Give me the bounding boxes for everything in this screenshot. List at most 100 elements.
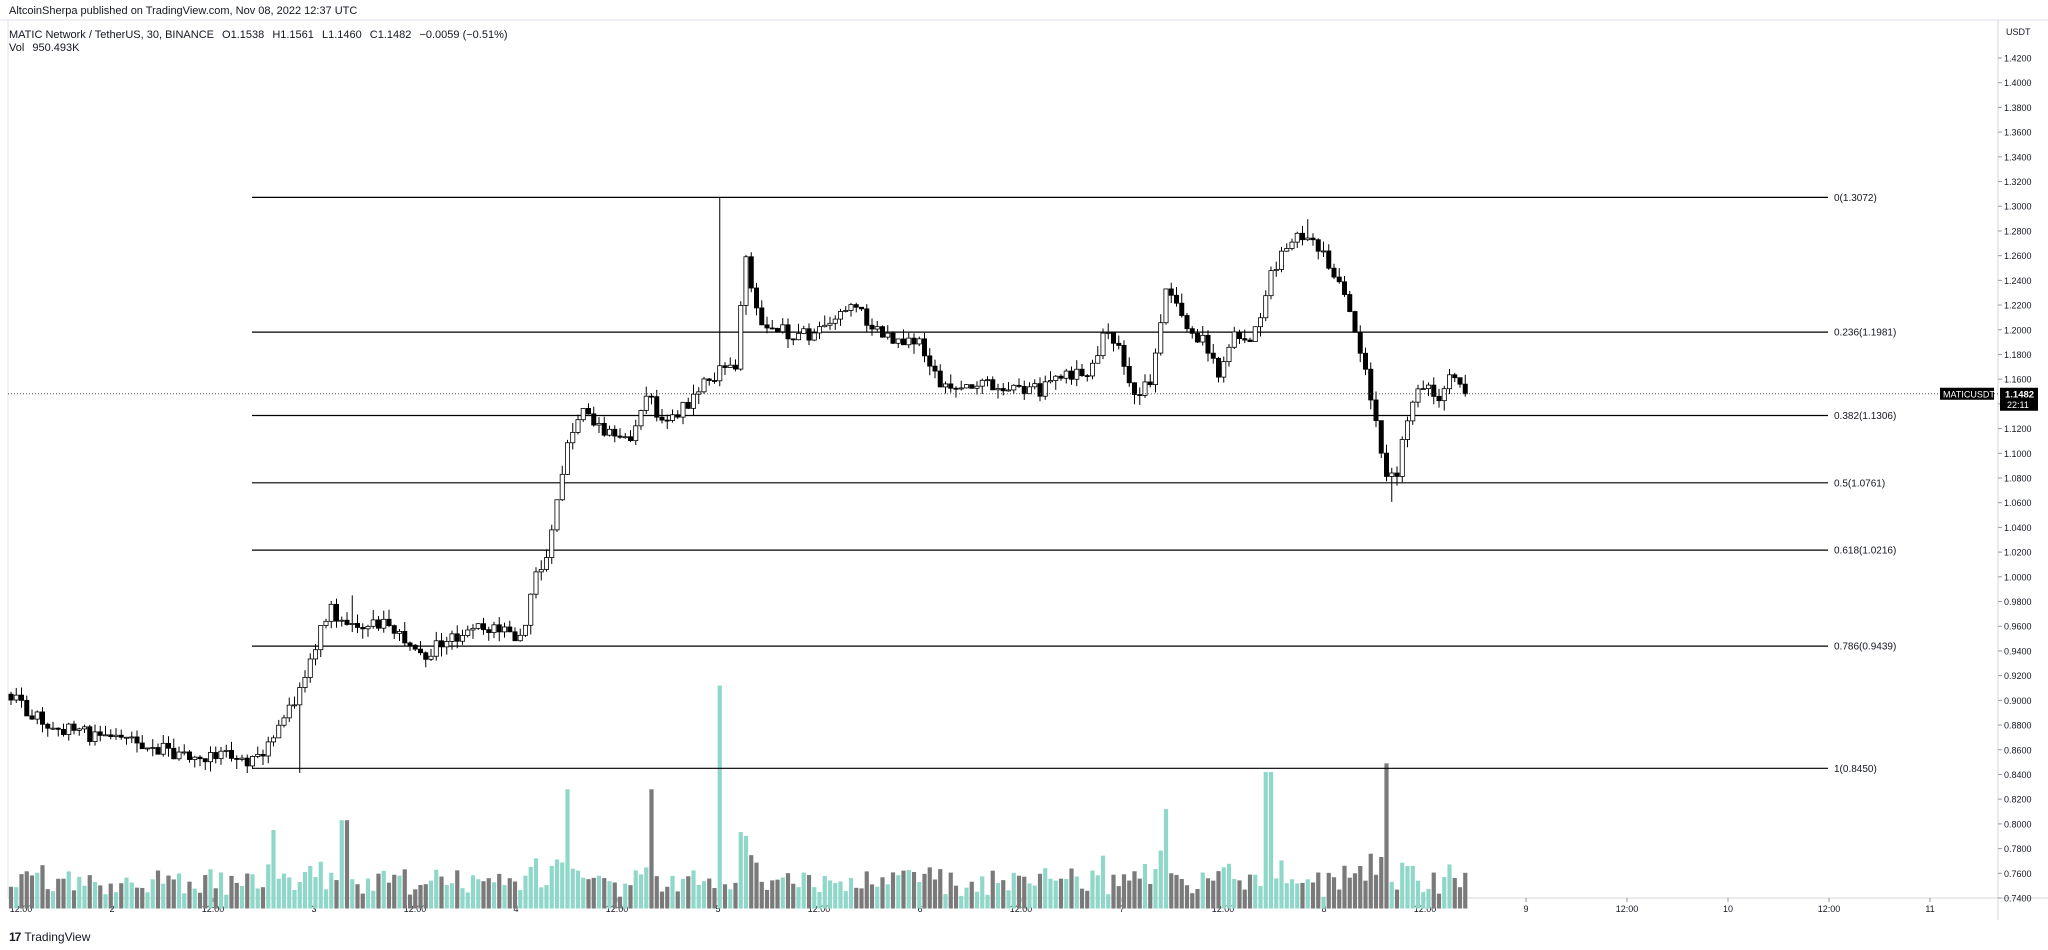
candle[interactable] [428, 648, 434, 662]
candle[interactable] [1079, 363, 1085, 377]
candle[interactable] [1174, 287, 1180, 307]
candle[interactable] [1142, 374, 1148, 398]
candle[interactable] [1231, 326, 1237, 349]
candle[interactable] [155, 743, 161, 755]
candle[interactable] [50, 721, 56, 730]
candle[interactable] [312, 643, 318, 666]
candle[interactable] [1153, 348, 1159, 393]
candle[interactable] [281, 714, 287, 728]
candle[interactable] [780, 318, 786, 334]
candle[interactable] [18, 687, 24, 708]
candle[interactable] [885, 325, 891, 340]
candle[interactable] [286, 697, 292, 723]
candle[interactable] [1063, 368, 1069, 384]
candle[interactable] [1021, 380, 1027, 400]
candle[interactable] [465, 625, 471, 638]
candle[interactable] [853, 302, 859, 313]
candle[interactable] [454, 625, 460, 649]
candle[interactable] [223, 744, 229, 758]
candle[interactable] [1090, 359, 1096, 380]
candle[interactable] [1310, 233, 1316, 246]
candle[interactable] [234, 755, 240, 770]
candle[interactable] [1200, 326, 1206, 346]
candle[interactable] [438, 633, 444, 657]
candle[interactable] [165, 736, 171, 757]
candle[interactable] [1331, 263, 1337, 280]
candle[interactable] [549, 524, 555, 564]
candle[interactable] [1321, 241, 1327, 257]
candle[interactable] [449, 630, 455, 650]
candle[interactable] [1121, 340, 1127, 375]
candle[interactable] [1352, 310, 1358, 333]
candle[interactable] [297, 682, 303, 773]
candle[interactable] [591, 406, 597, 427]
candle[interactable] [1279, 246, 1285, 273]
fib-retracement[interactable]: 0(1.3072) 0.236(1.1981) 0.382(1.1306) 0.5(1… [252, 193, 1896, 775]
candle[interactable] [1394, 466, 1400, 486]
candle[interactable] [1016, 378, 1022, 388]
candle[interactable] [554, 499, 560, 532]
candle[interactable] [1300, 225, 1306, 246]
candle[interactable] [1336, 268, 1342, 284]
candle[interactable] [607, 425, 613, 437]
candle[interactable] [1168, 282, 1174, 304]
candle[interactable] [1373, 391, 1379, 428]
candle[interactable] [176, 746, 182, 761]
candle[interactable] [160, 735, 166, 757]
candle[interactable] [1268, 266, 1274, 300]
candle[interactable] [1263, 290, 1269, 322]
candle[interactable] [990, 376, 996, 391]
candle[interactable] [24, 695, 30, 717]
candle[interactable] [144, 747, 150, 752]
candle[interactable] [1273, 261, 1279, 277]
candle[interactable] [13, 687, 19, 703]
candle[interactable] [1137, 387, 1143, 405]
candle[interactable] [307, 653, 313, 683]
candle[interactable] [874, 320, 880, 332]
candle[interactable] [1326, 244, 1332, 270]
candle[interactable] [1095, 346, 1101, 364]
candle[interactable] [1410, 400, 1416, 425]
candle[interactable] [186, 750, 192, 763]
candle[interactable] [1205, 330, 1211, 362]
candle[interactable] [265, 736, 271, 764]
candle[interactable] [638, 409, 644, 430]
candle[interactable] [1384, 444, 1390, 482]
candle[interactable] [55, 727, 61, 737]
candle[interactable] [1226, 344, 1232, 367]
candle[interactable] [643, 386, 649, 415]
candle[interactable] [1216, 356, 1222, 383]
candle[interactable] [1436, 388, 1442, 408]
candle[interactable] [680, 401, 686, 425]
candle[interactable] [916, 336, 922, 347]
candle[interactable] [1252, 326, 1258, 342]
candle[interactable] [1100, 328, 1106, 360]
candle[interactable] [344, 612, 350, 626]
candle[interactable] [118, 729, 124, 740]
candle[interactable] [995, 383, 1001, 399]
candle[interactable] [1032, 379, 1038, 390]
candle[interactable] [785, 318, 791, 348]
candle[interactable] [360, 623, 366, 639]
candle[interactable] [202, 758, 208, 770]
candle[interactable] [8, 691, 14, 706]
candle[interactable] [333, 598, 339, 628]
candle[interactable] [150, 739, 156, 757]
candle[interactable] [523, 624, 529, 637]
candle[interactable] [1294, 231, 1300, 248]
candle[interactable] [948, 374, 954, 393]
candle[interactable] [964, 383, 970, 389]
candle[interactable] [811, 328, 817, 342]
candle[interactable] [927, 348, 933, 376]
candle[interactable] [932, 359, 938, 379]
candle[interactable] [1457, 377, 1463, 388]
candle[interactable] [239, 754, 245, 762]
candle[interactable] [365, 624, 371, 637]
candle[interactable] [958, 380, 964, 391]
candle[interactable] [822, 315, 828, 328]
candle[interactable] [969, 384, 975, 389]
candle[interactable] [103, 725, 109, 737]
candle[interactable] [596, 417, 602, 433]
candle[interactable] [197, 755, 203, 767]
